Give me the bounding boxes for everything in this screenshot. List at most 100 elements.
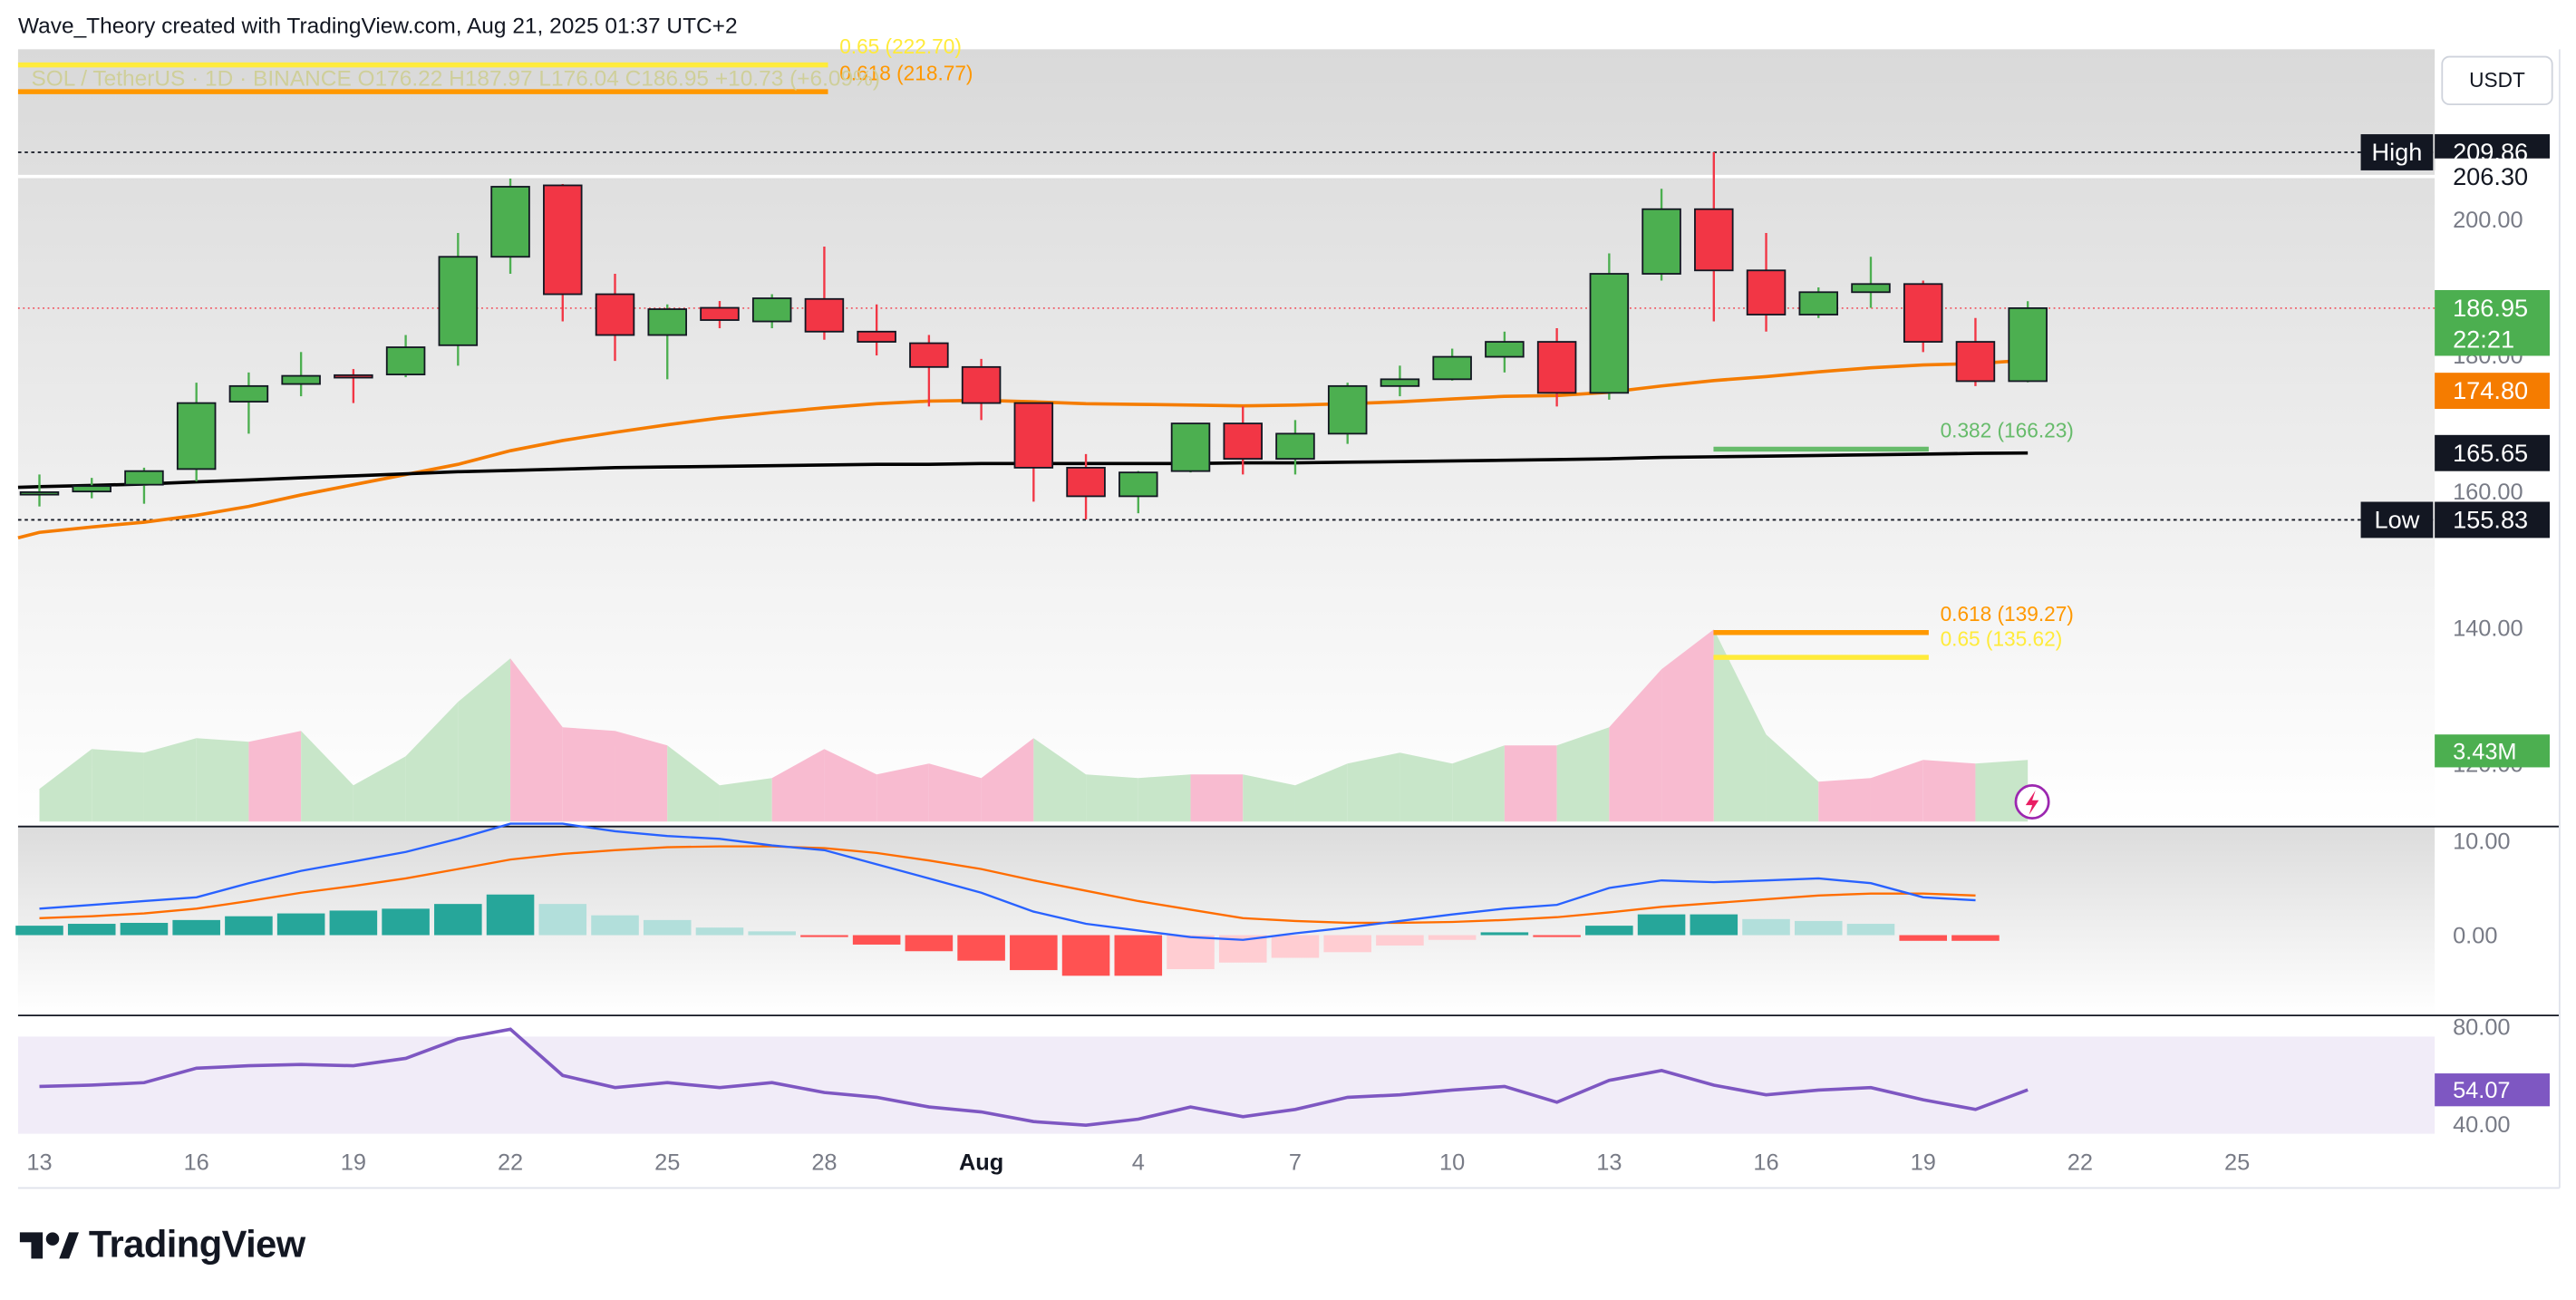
publisher-line: Wave_Theory created with TradingView.com…: [17, 13, 738, 38]
candle-body: [228, 384, 269, 403]
time-axis-tick: 16: [184, 1150, 209, 1176]
macd-histogram-bar: [591, 915, 639, 936]
fib-level-label: 0.618 (139.27): [1941, 602, 2074, 626]
macd-histogram-bar: [120, 922, 169, 936]
candle-body: [1066, 466, 1106, 498]
time-axis-tick: 16: [1753, 1150, 1778, 1176]
rsi-axis-tick: 80.00: [2453, 1015, 2510, 1041]
candle-body: [1641, 208, 1681, 275]
volume-segment: [1609, 669, 1662, 822]
candle-body: [647, 308, 687, 336]
fib-level-label: 0.382 (166.23): [1941, 419, 2074, 442]
tradingview-logo[interactable]: TradingView: [19, 1222, 305, 1267]
macd-histogram-bar: [329, 910, 378, 936]
macd-signal-line: [39, 845, 1976, 925]
macd-histogram-bar: [1690, 914, 1738, 936]
volume-segment: [876, 763, 929, 822]
tradingview-logo-text: TradingView: [88, 1222, 305, 1266]
macd-pane-gradient: [17, 826, 2436, 1016]
tradingview-logo-icon: [19, 1231, 79, 1258]
volume-segment: [1870, 760, 1923, 822]
macd-histogram-bar: [1167, 935, 1215, 970]
volume-segment: [510, 658, 563, 822]
volume-segment: [248, 731, 302, 822]
macd-histogram-bar: [1637, 914, 1686, 936]
candle-body: [334, 374, 373, 379]
candle-body: [1746, 269, 1787, 315]
volume-segment: [1975, 760, 2029, 822]
macd-histogram-bar: [382, 908, 430, 936]
candle-body: [490, 186, 530, 258]
macd-histogram-bar: [1010, 935, 1058, 971]
candle-body: [595, 293, 635, 336]
macd-histogram-bar: [225, 916, 273, 936]
price-label-tag: High: [2371, 138, 2422, 166]
price-label-tag: Low: [2375, 506, 2420, 534]
ema-orange-line: [17, 358, 2029, 539]
candle-body: [1275, 432, 1315, 461]
macd-histogram-bar: [1533, 935, 1581, 937]
candle-body: [700, 306, 740, 321]
volume-segment: [39, 749, 92, 822]
volume-segment: [562, 727, 615, 822]
macd-histogram-bar: [67, 924, 116, 936]
volume-segment: [824, 749, 877, 822]
candle-body: [543, 184, 583, 296]
volume-segment: [928, 763, 982, 822]
candle-body: [1955, 341, 1996, 383]
candle-body: [1380, 378, 1420, 387]
macd-histogram-bar: [1323, 935, 1371, 953]
rsi-label: 54.07: [2453, 1078, 2510, 1103]
candle-body: [1170, 422, 1211, 472]
macd-histogram-bar: [800, 935, 848, 937]
time-axis-tick: 10: [1439, 1150, 1465, 1176]
rsi-label-box: [2435, 1073, 2550, 1107]
time-axis-tick: 25: [2224, 1150, 2250, 1176]
volume-segment: [1243, 774, 1295, 822]
macd-histogram-bar: [538, 904, 587, 936]
candle-body: [1119, 471, 1158, 498]
macd-line: [39, 822, 1976, 941]
macd-histogram-bar: [1846, 924, 1895, 936]
macd-histogram-bar: [905, 935, 954, 952]
candle-body: [1013, 402, 1054, 469]
volume-segment: [458, 658, 511, 822]
macd-histogram-bar: [852, 935, 901, 945]
time-axis-tick: 7: [1289, 1150, 1302, 1176]
time-axis-tick: 19: [1911, 1150, 1936, 1176]
price-label-box: [2435, 501, 2550, 538]
price-label-box: [2435, 434, 2550, 471]
volume-label-box: [2435, 734, 2550, 768]
volume-segment: [353, 756, 406, 822]
currency-button[interactable]: USDT: [2441, 55, 2553, 105]
ohlc-legend: SOL / TetherUS · 1D · BINANCE O176.22 H1…: [31, 66, 880, 91]
candle-body: [857, 330, 896, 343]
candle-body: [1485, 341, 1525, 358]
volume-segment: [1504, 745, 1557, 822]
price-label-value: 165.65: [2453, 439, 2528, 467]
macd-histogram-bar: [276, 913, 325, 936]
volume-segment: [1294, 763, 1348, 822]
rsi-line: [39, 1027, 2029, 1128]
volume-segment: [1452, 745, 1505, 822]
price-label-tag-box: [2360, 501, 2434, 538]
candle-body: [1223, 422, 1263, 461]
macd-histogram-bar: [695, 927, 744, 936]
volume-segment: [196, 738, 249, 822]
price-label-countdown: 22:21: [2453, 325, 2514, 353]
macd-histogram-bar: [15, 926, 63, 936]
volume-segment: [615, 731, 668, 822]
fib-level-label: 0.65 (222.70): [839, 34, 962, 58]
candle-body: [176, 402, 217, 471]
volume-segment: [981, 738, 1034, 822]
macd-histogram-bar: [1271, 935, 1320, 958]
price-label-value: 206.30: [2453, 162, 2528, 190]
macd-histogram-bar: [434, 904, 482, 936]
volume-segment: [1922, 760, 1976, 822]
time-axis-tick: 13: [1596, 1150, 1622, 1176]
price-axis-tick: 140.00: [2453, 616, 2523, 641]
volume-segment: [667, 745, 720, 822]
time-axis-tick: Aug: [959, 1150, 1003, 1176]
candle-body: [1694, 208, 1734, 272]
volume-segment: [719, 778, 772, 822]
